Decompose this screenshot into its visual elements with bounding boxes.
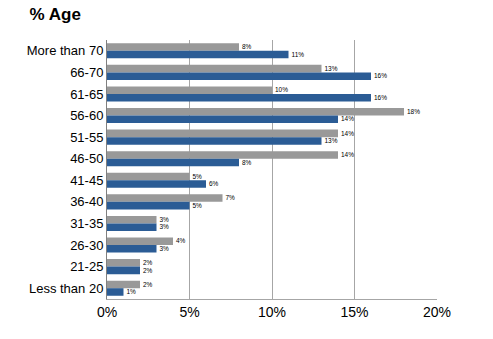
svg-text:31-35: 31-35 [70,216,103,231]
svg-text:10%: 10% [275,86,288,93]
svg-text:14%: 14% [341,130,354,137]
svg-text:66-70: 66-70 [70,65,103,80]
svg-text:3%: 3% [159,223,169,230]
svg-text:2%: 2% [143,267,153,274]
svg-text:6%: 6% [209,180,219,187]
svg-text:18%: 18% [407,108,420,115]
svg-text:15%: 15% [340,304,368,320]
svg-text:5%: 5% [193,202,203,209]
svg-text:10%: 10% [258,304,286,320]
svg-text:13%: 13% [325,137,338,144]
svg-text:20%: 20% [423,304,451,320]
svg-text:% Age: % Age [30,5,81,24]
svg-text:36-40: 36-40 [70,194,103,209]
svg-text:26-30: 26-30 [70,238,103,253]
svg-text:8%: 8% [242,159,252,166]
svg-text:21-25: 21-25 [70,259,103,274]
svg-text:Less than 20: Less than 20 [29,281,103,296]
svg-text:51-55: 51-55 [70,130,103,145]
svg-text:14%: 14% [341,115,354,122]
svg-text:46-50: 46-50 [70,151,103,166]
svg-text:11%: 11% [292,51,305,58]
svg-text:4%: 4% [176,237,186,244]
svg-text:16%: 16% [374,72,387,79]
svg-text:2%: 2% [143,281,153,288]
svg-text:0%: 0% [97,304,117,320]
svg-text:2%: 2% [143,259,153,266]
svg-text:41-45: 41-45 [70,173,103,188]
svg-text:14%: 14% [341,151,354,158]
svg-text:5%: 5% [179,304,199,320]
svg-text:8%: 8% [242,43,252,50]
svg-text:5%: 5% [192,173,202,180]
svg-text:13%: 13% [325,65,338,72]
svg-text:16%: 16% [374,94,387,101]
svg-text:56-60: 56-60 [70,108,103,123]
svg-text:61-65: 61-65 [70,87,103,102]
svg-text:3%: 3% [160,245,170,252]
svg-text:More than 70: More than 70 [27,43,104,58]
svg-text:1%: 1% [126,288,136,295]
svg-text:3%: 3% [160,216,170,223]
svg-text:7%: 7% [225,194,235,201]
